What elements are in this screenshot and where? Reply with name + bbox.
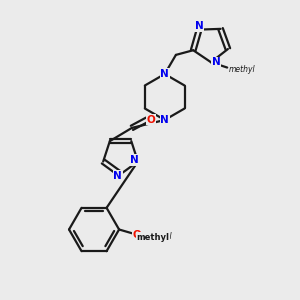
Text: methyl: methyl [146,232,172,241]
Text: N: N [212,57,221,67]
Text: methyl: methyl [136,233,169,242]
Text: methyl: methyl [229,64,255,74]
Text: O: O [147,115,156,124]
Text: N: N [113,171,122,181]
Text: O: O [133,230,142,240]
Text: N: N [160,69,169,79]
Text: N: N [130,155,139,165]
Text: N: N [195,21,203,31]
Text: N: N [160,115,169,125]
